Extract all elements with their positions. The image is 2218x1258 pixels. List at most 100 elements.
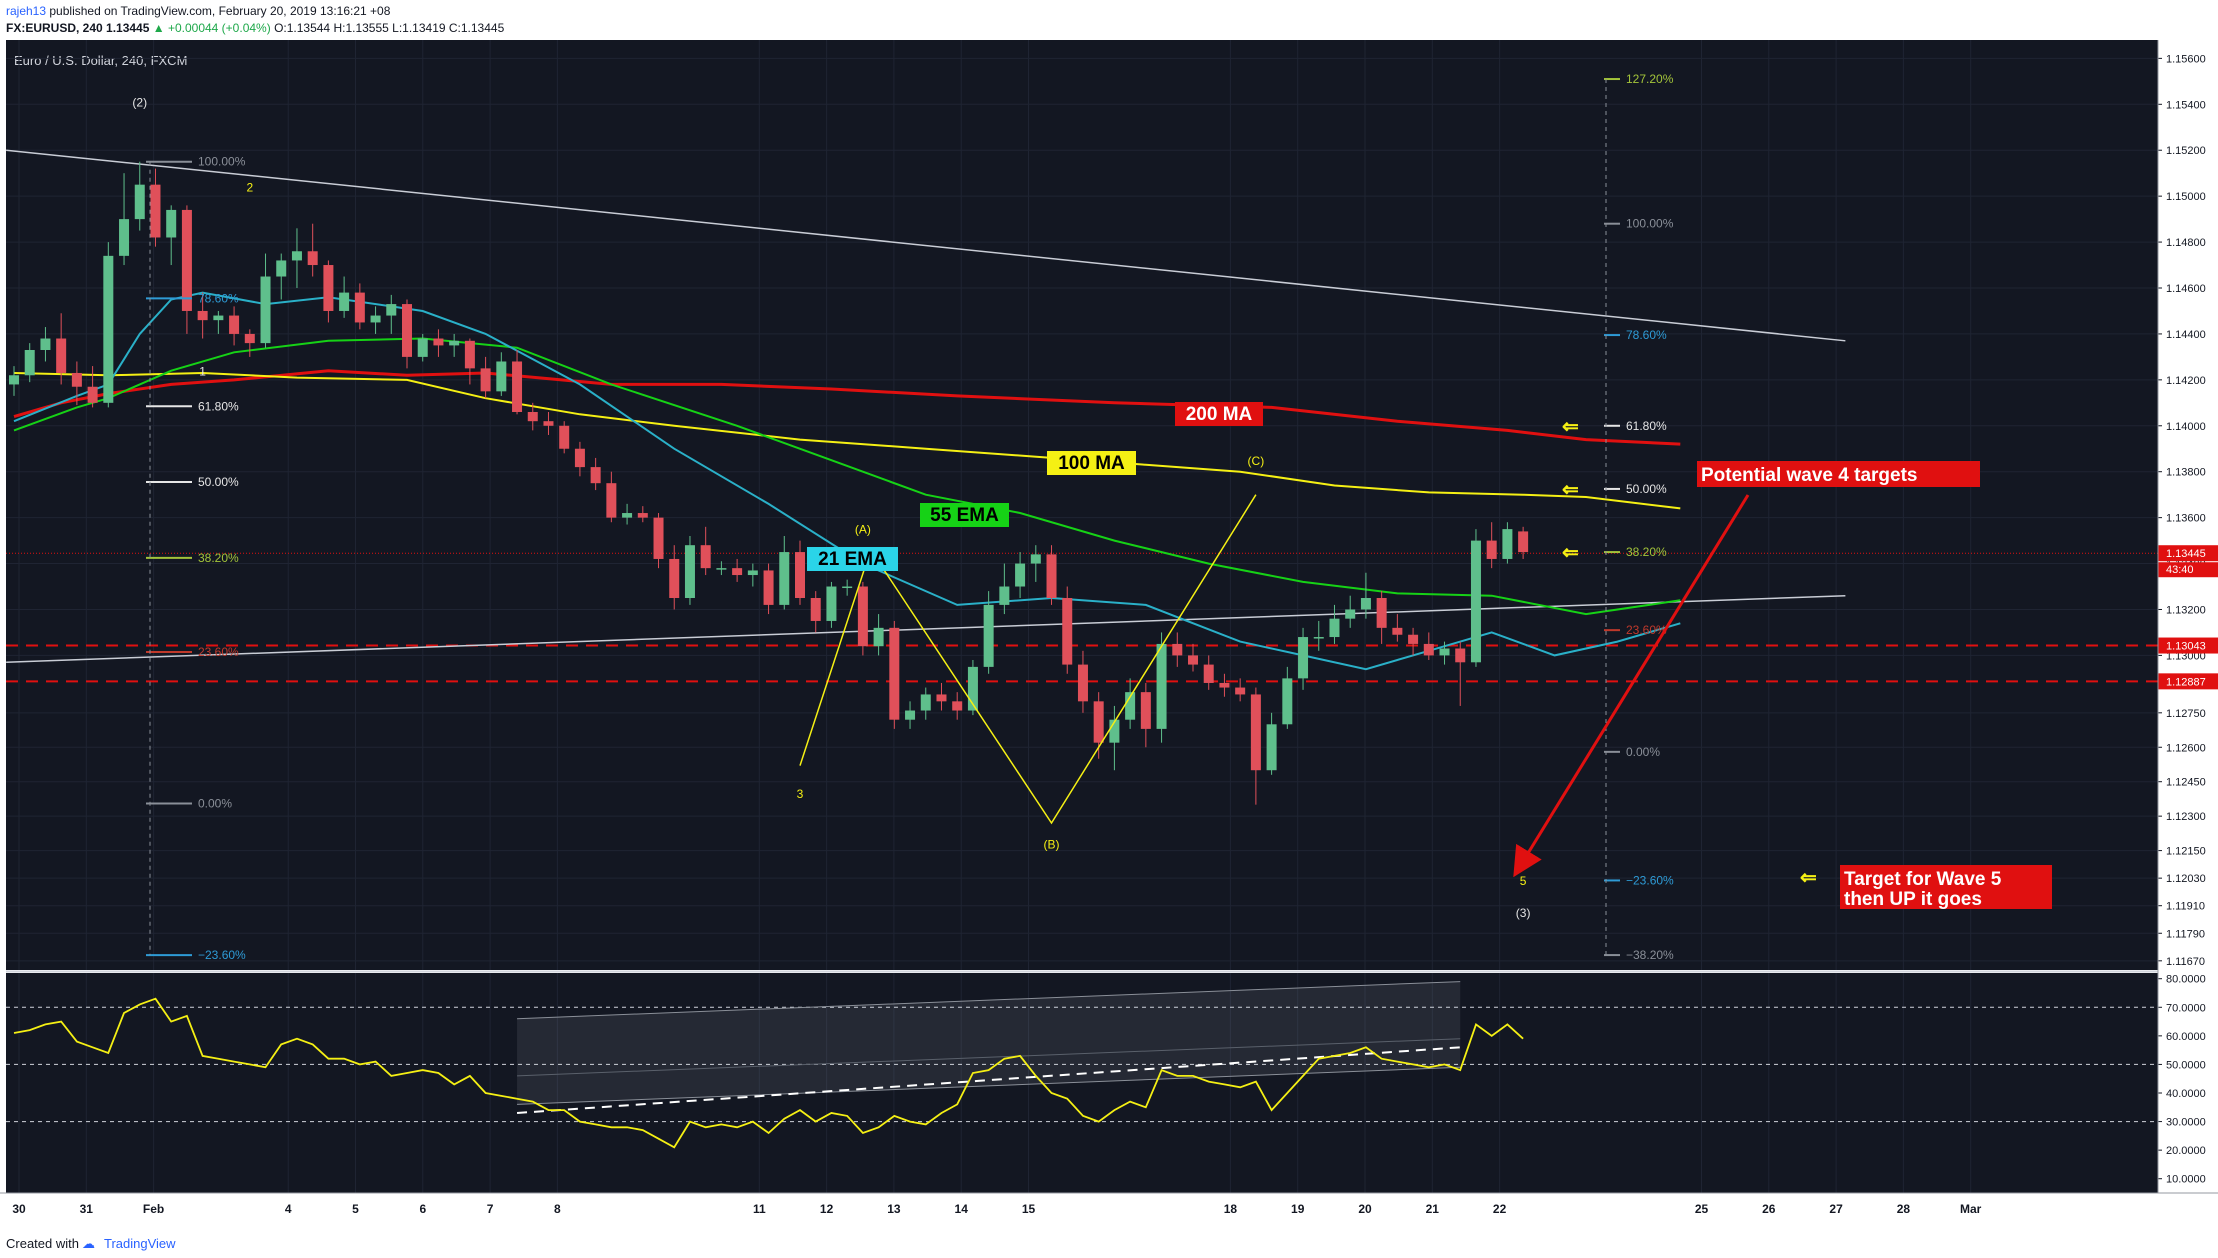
target-arrow-icon: ⇐ (1562, 542, 1579, 564)
candle-body (637, 513, 648, 518)
candle-body (1392, 627, 1403, 635)
rsi-tick-label: 60.0000 (2166, 1031, 2206, 1043)
candle-body (622, 513, 633, 518)
trendline (6, 594, 1846, 664)
time-tick-label: 6 (419, 1202, 426, 1216)
level-tag (2158, 673, 2218, 690)
price-tick-label: 1.12450 (2166, 777, 2206, 789)
price-tick-label: 1.12150 (2166, 846, 2206, 858)
candle-body (56, 338, 67, 373)
fib-right-label: −38.20% (1626, 948, 1674, 962)
rsi-channel-line (517, 981, 1461, 1020)
countdown-label: 43:40 (2166, 564, 2194, 576)
rsi-dashed-trendline (516, 1046, 1461, 1114)
candle-body (166, 209, 177, 238)
candle-body (1298, 637, 1309, 679)
target-arrow-icon: ⇐ (1562, 416, 1579, 438)
price-tick-label: 1.14600 (2166, 283, 2206, 295)
candle-body (732, 568, 743, 576)
rsi-channel-mid (517, 1038, 1461, 1077)
price-tick-label: 1.15600 (2166, 53, 2206, 65)
fib-right-label: 61.80% (1626, 419, 1667, 433)
time-tick-label: 26 (1762, 1202, 1776, 1216)
candle-body (181, 209, 192, 311)
candle-body (606, 483, 617, 518)
candle-body (1408, 634, 1419, 644)
time-tick-label: 14 (955, 1202, 969, 1216)
wave-path (799, 494, 1257, 825)
candle-body (1282, 678, 1293, 725)
level-tag-label: 1.13043 (2166, 641, 2206, 653)
candle-body (1062, 598, 1073, 665)
time-tick-label: 31 (80, 1202, 94, 1216)
candle-body (1376, 598, 1387, 628)
candle-body (795, 552, 805, 598)
candle-body (1219, 682, 1230, 688)
candle-body (134, 184, 145, 220)
rsi-indicator (6, 981, 2158, 1149)
wave-label: (A) (855, 523, 871, 537)
rsi-tick-label: 40.0000 (2166, 1088, 2206, 1100)
candle-body (559, 425, 570, 449)
time-tick-label: 13 (887, 1202, 901, 1216)
candle-body (433, 338, 444, 346)
publisher-name[interactable]: rajeh13 (6, 4, 47, 18)
candle-body (999, 586, 1010, 605)
ma-label-box (1047, 451, 1136, 475)
time-tick-label: 15 (1022, 1202, 1036, 1216)
candle-body (307, 251, 318, 266)
price-tick-label: 1.12300 (2166, 811, 2206, 823)
candle-body (889, 627, 900, 720)
rsi-line (13, 997, 1524, 1149)
candle-body (1329, 618, 1340, 638)
wave-label: 5 (1520, 874, 1527, 888)
publish-line: rajeh13 published on TradingView.com, Fe… (6, 4, 390, 18)
candle-body (857, 586, 868, 647)
symbol-price: FX:EURUSD, 240 1.13445 (6, 21, 150, 35)
candle-body (1093, 701, 1104, 743)
time-tick-label: 20 (1358, 1202, 1372, 1216)
price-tick-label: 1.14200 (2166, 375, 2206, 387)
candle-body (496, 361, 507, 392)
candle-body (952, 701, 963, 711)
candle-body (291, 251, 302, 261)
price-tick-label: 1.13800 (2166, 467, 2206, 479)
time-tick-label: 28 (1897, 1202, 1911, 1216)
price-change: ▲ +0.00044 (+0.04%) (152, 21, 271, 35)
candle-body (1203, 664, 1214, 683)
fib-left-label: 38.20% (198, 551, 239, 565)
fib-left-label: 100.00% (198, 155, 246, 169)
candle-body (417, 338, 428, 357)
price-chart[interactable]: Euro / U.S. Dollar, 240, FXCM 100.00% 78.… (0, 40, 2218, 1232)
tradingview-brand[interactable]: TradingView (104, 1236, 176, 1251)
candle-body (653, 517, 664, 559)
candle-body (1502, 529, 1513, 559)
time-tick-label: 25 (1695, 1202, 1709, 1216)
wave5-arrow-icon: ⇐ (1800, 867, 1817, 889)
rsi-channel-line (517, 1066, 1461, 1105)
wave4-target-box (1697, 461, 1980, 487)
wave-label: 3 (797, 787, 804, 801)
fib-left-label: 50.00% (198, 475, 239, 489)
candle-body (150, 184, 161, 238)
candle-body (669, 558, 680, 598)
wave-label: (3) (1516, 906, 1531, 920)
candle-body (386, 304, 397, 316)
time-tick-label: 18 (1224, 1202, 1238, 1216)
wave-label: (B) (1044, 837, 1060, 851)
price-tick-label: 1.15000 (2166, 191, 2206, 203)
candle-body (842, 586, 853, 589)
candle-body (747, 570, 758, 576)
candle-body (1015, 563, 1026, 587)
fib-left-label: 23.60% (198, 645, 239, 659)
price-tick-label: 1.15200 (2166, 145, 2206, 157)
fib-right-label: 127.20% (1626, 72, 1674, 86)
rsi-pane-bg (6, 973, 2158, 1193)
candle-body (119, 219, 130, 256)
price-tick-label: 1.12600 (2166, 742, 2206, 754)
fib-left-label: 0.00% (198, 797, 232, 811)
current-price-tag (2158, 545, 2218, 562)
candle-body (260, 276, 271, 344)
candle-body (1518, 531, 1529, 553)
rsi-tick-label: 30.0000 (2166, 1117, 2206, 1129)
